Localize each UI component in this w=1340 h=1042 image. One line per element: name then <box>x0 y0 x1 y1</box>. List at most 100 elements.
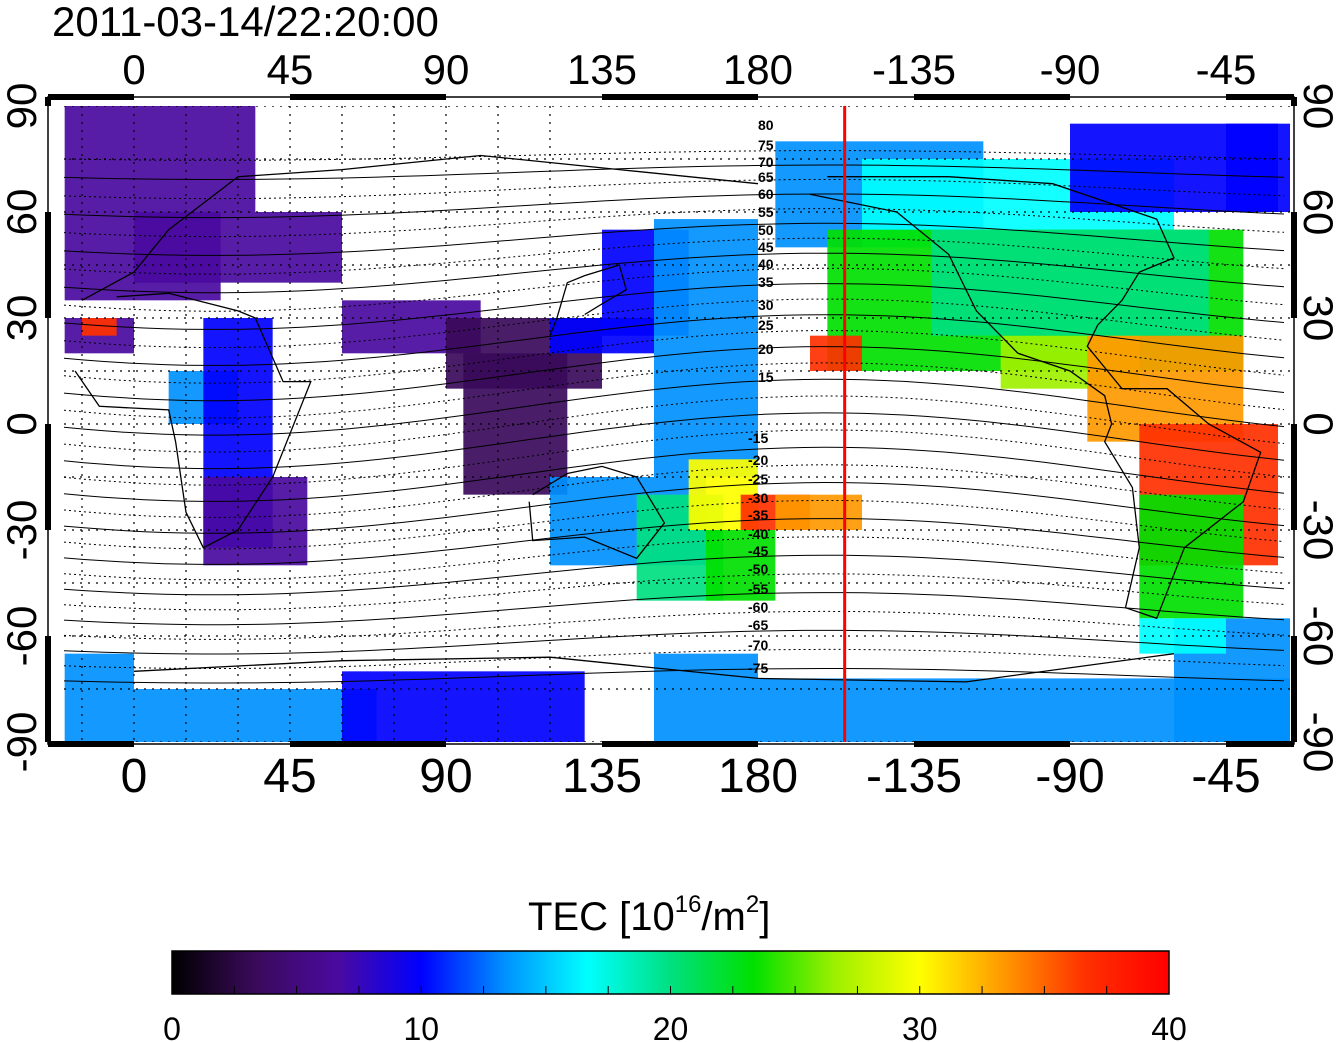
magnetic-contour <box>64 592 1285 626</box>
x-axis-bottom-labels: 0 45 90 135 180 -135 -90 -45 <box>121 750 1261 803</box>
magnetic-contour <box>64 412 1285 470</box>
contour-label: -45 <box>748 543 768 559</box>
bottom-scale-bar <box>914 741 1070 747</box>
bottom-scale-bar <box>602 741 758 747</box>
contour-label: -60 <box>748 599 768 615</box>
tec-patch <box>1226 123 1290 212</box>
x-tick-label-top: 0 <box>122 46 145 93</box>
contour-label: 35 <box>758 274 774 290</box>
bottom-scale-bar <box>48 741 134 747</box>
magnetic-contour <box>64 330 1285 384</box>
coastline <box>528 465 666 560</box>
right-scale-bar <box>1291 97 1297 106</box>
magnetic-contour <box>64 252 1285 294</box>
colorbar-tick-label: 10 <box>403 1011 439 1042</box>
magnetic-contour <box>64 395 1285 453</box>
colorbar-tick-label: 30 <box>902 1011 938 1042</box>
tec-patch <box>134 212 342 283</box>
tec-patch <box>654 653 758 742</box>
top-scale-bar <box>914 94 1070 100</box>
x-tick-label-bottom: 180 <box>718 750 798 803</box>
contour-label: -70 <box>748 637 768 653</box>
tec-patch <box>342 671 585 742</box>
x-tick-label-bottom: -45 <box>1191 750 1260 803</box>
y-tick-label-left: -90 <box>0 712 45 773</box>
magnetic-contour <box>64 298 1285 348</box>
coastline <box>74 292 312 549</box>
magnetic-contour <box>64 429 1285 486</box>
x-tick-label-top: -135 <box>872 46 956 93</box>
colorbar-tick-label: 20 <box>653 1011 689 1042</box>
y-tick-label-right: 0 <box>1295 412 1340 435</box>
magnetic-contour <box>64 283 1285 330</box>
coastlines <box>74 154 1262 683</box>
x-tick-label-top: 45 <box>267 46 314 93</box>
y-tick-label-left: 30 <box>0 295 45 342</box>
contour-label: 65 <box>758 169 774 185</box>
x-tick-label-bottom: -135 <box>866 750 962 803</box>
contour-label: 30 <box>758 297 774 313</box>
y-tick-label-left: 90 <box>0 83 45 130</box>
left-scale-bar <box>45 636 51 742</box>
colorbar-tick-label: 40 <box>1151 1011 1187 1042</box>
magnetic-contour <box>64 500 1285 550</box>
x-tick-label-top: -45 <box>1196 46 1257 93</box>
tec-patch <box>931 229 1209 336</box>
contour-label: 45 <box>758 239 774 255</box>
y-tick-label-right: -30 <box>1295 500 1340 561</box>
y-tick-label-right: -90 <box>1295 712 1340 773</box>
contour-label: 75 <box>758 137 774 153</box>
magnetic-contour <box>64 668 1285 684</box>
lat-lon-gridlines <box>64 106 1290 742</box>
y-tick-label-right: -60 <box>1295 606 1340 667</box>
y-tick-label-right: 90 <box>1295 83 1340 130</box>
x-axis-top-labels: 0 45 90 135 180 -135 -90 -45 <box>122 46 1256 93</box>
contour-label: -35 <box>748 507 768 523</box>
coastline <box>81 154 759 301</box>
magnetic-contour <box>64 446 1285 502</box>
top-scale-bar <box>602 94 758 100</box>
magnetic-contour <box>64 314 1285 366</box>
x-tick-label-bottom: 90 <box>419 750 472 803</box>
x-tick-label-bottom: 45 <box>263 750 316 803</box>
contour-label: -65 <box>748 617 768 633</box>
top-scale-bar <box>290 94 446 100</box>
tec-patch <box>64 653 134 742</box>
contour-label: 70 <box>758 154 774 170</box>
colorbar-tick-label: 0 <box>163 1011 181 1042</box>
bottom-scale-bar <box>1226 741 1294 747</box>
timestamp-title: 2011-03-14/22:20:00 <box>52 0 439 45</box>
x-tick-label-top: 180 <box>723 46 793 93</box>
contour-label: 15 <box>758 369 774 385</box>
tec-patch <box>775 494 862 530</box>
right-scale-bar <box>1291 636 1297 742</box>
contour-label: 55 <box>758 204 774 220</box>
x-tick-label-top: 135 <box>567 46 637 93</box>
contour-label: -25 <box>748 471 768 487</box>
magnetic-latitude-contours <box>64 150 1285 684</box>
left-scale-bar <box>45 212 51 318</box>
contour-label: -15 <box>748 430 768 446</box>
contour-label: -75 <box>748 660 768 676</box>
y-tick-label-left: -30 <box>0 500 45 561</box>
magnetic-contour <box>64 346 1285 402</box>
magnetic-contour <box>64 150 1285 161</box>
left-scale-bar <box>45 424 51 530</box>
contour-label: 25 <box>758 317 774 333</box>
magnetic-contour <box>64 222 1285 256</box>
contour-label: 50 <box>758 222 774 238</box>
magnetic-contour <box>64 518 1285 565</box>
magnetic-contour <box>64 362 1285 419</box>
contour-label: 40 <box>758 256 774 272</box>
top-scale-bar <box>48 94 134 100</box>
contour-label: 60 <box>758 186 774 202</box>
axis-scale-bars <box>45 94 1297 747</box>
colorbar-title: TEC [1016/m2] <box>528 891 770 939</box>
right-scale-bar <box>1291 212 1297 318</box>
bottom-scale-bar <box>290 741 446 747</box>
tec-patch <box>134 689 377 742</box>
x-tick-label-top: -90 <box>1040 46 1101 93</box>
magnetic-contour <box>64 536 1285 581</box>
